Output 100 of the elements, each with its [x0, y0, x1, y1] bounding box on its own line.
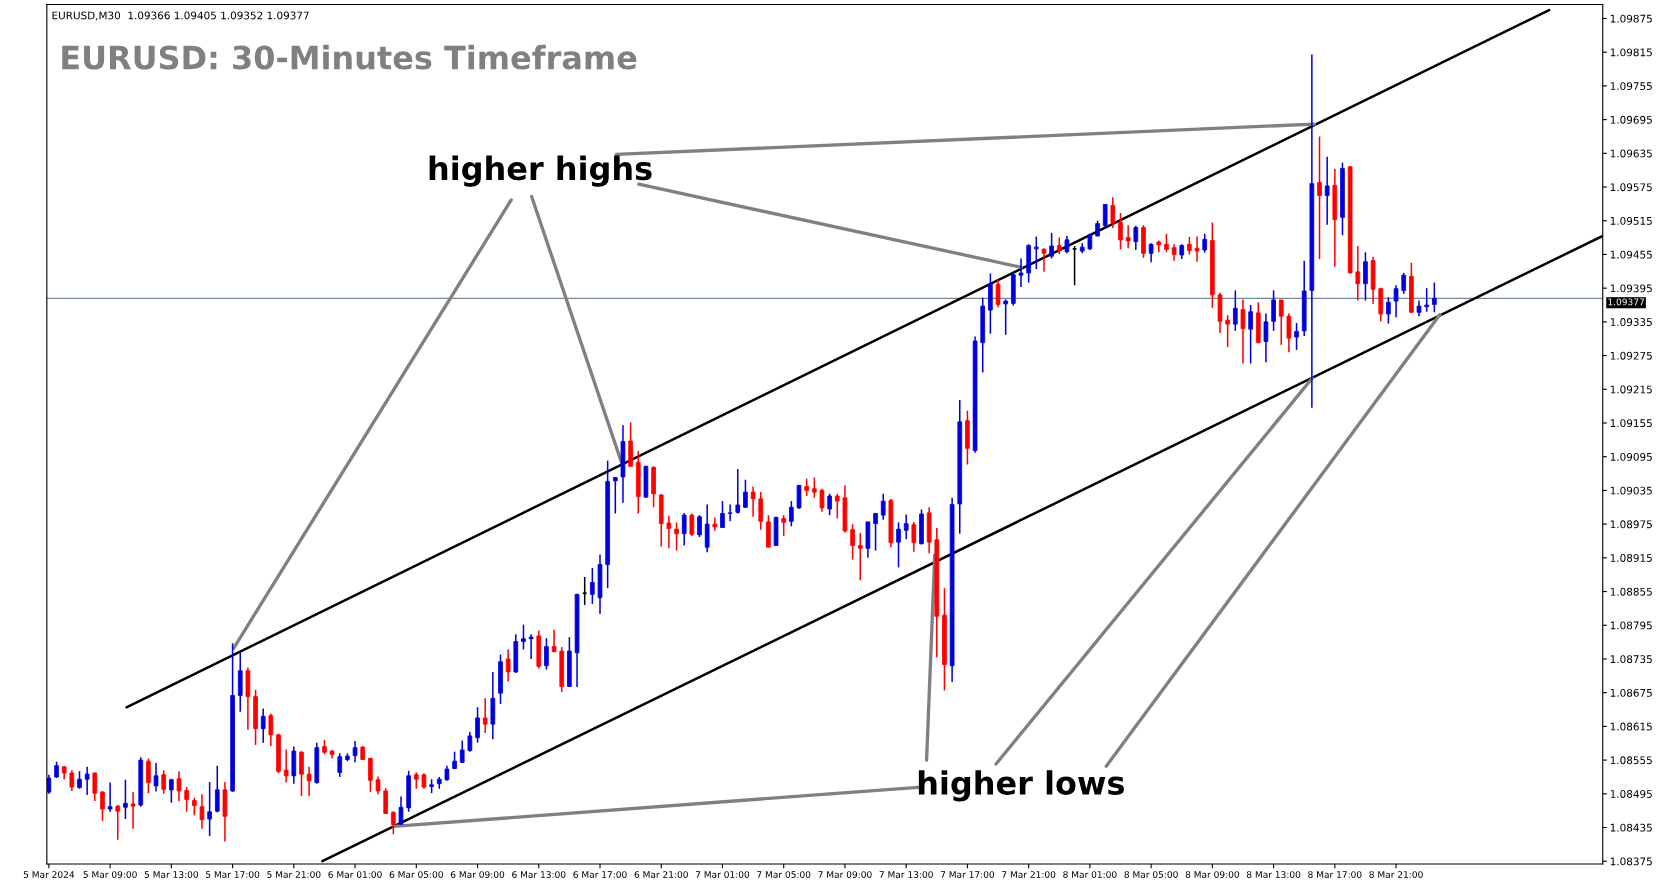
candlestick — [521, 623, 526, 651]
y-tick-label: 1.09635 — [1610, 149, 1652, 158]
candlestick — [161, 769, 167, 795]
candlestick — [1240, 298, 1246, 365]
candlestick — [398, 795, 404, 826]
y-tick-label: 1.09215 — [1610, 385, 1652, 394]
candlestick — [169, 777, 174, 804]
candlestick — [1424, 287, 1430, 313]
candlestick — [681, 512, 687, 547]
candlestick — [1194, 235, 1200, 263]
candlestick — [1355, 245, 1361, 302]
candlestick — [1294, 322, 1299, 351]
candlestick — [789, 500, 794, 528]
x-tick-label: 7 Mar 05:00 — [757, 871, 811, 878]
candlestick — [735, 468, 741, 515]
candlestick — [107, 781, 113, 813]
candlestick — [720, 500, 725, 529]
y-tick-label: 1.08975 — [1610, 520, 1652, 529]
x-tick-label: 6 Mar 01:00 — [328, 871, 382, 878]
candlestick — [391, 810, 396, 836]
candlestick — [727, 503, 733, 523]
candlestick — [995, 278, 1001, 309]
candlestick — [459, 739, 465, 764]
candlestick — [1148, 242, 1154, 264]
candlestick — [1164, 232, 1169, 253]
y-tick-label: 1.08435 — [1610, 823, 1652, 832]
candlestick — [1225, 314, 1230, 348]
y-tick-label: 1.09815 — [1610, 48, 1652, 57]
y-tick-label: 1.09155 — [1610, 419, 1652, 428]
candlestick — [1278, 299, 1284, 346]
x-tick-label: 8 Mar 13:00 — [1246, 871, 1301, 878]
candlestick — [544, 637, 549, 671]
candlestick — [1363, 251, 1368, 302]
candlestick — [260, 707, 266, 744]
candlestick — [743, 478, 748, 509]
x-tick-label: 8 Mar 05:00 — [1124, 871, 1178, 878]
candlestick — [819, 487, 825, 513]
candlestick — [1125, 224, 1131, 250]
candlestick — [850, 523, 855, 561]
candlestick — [352, 740, 358, 764]
candlestick — [368, 757, 373, 793]
x-tick-label: 8 Mar 21:00 — [1369, 871, 1423, 878]
candlestick — [1263, 312, 1269, 364]
candlestick — [1003, 298, 1009, 336]
y-tick-label: 1.08615 — [1610, 722, 1652, 731]
x-tick-label: 8 Mar 09:00 — [1185, 871, 1240, 878]
y-tick-label: 1.08495 — [1610, 790, 1652, 798]
candlestick — [1041, 247, 1047, 273]
candlestick — [1271, 289, 1276, 332]
y-tick-label: 1.09455 — [1610, 250, 1652, 259]
x-tick-label: 7 Mar 09:00 — [818, 871, 872, 878]
y-tick-label: 1.08675 — [1610, 688, 1652, 697]
candlestick — [1049, 232, 1054, 260]
candlestick — [1324, 155, 1330, 226]
candlestick — [1317, 135, 1322, 260]
annotation: higher lows — [918, 770, 1124, 802]
candlestick — [115, 804, 121, 841]
candlestick — [528, 633, 534, 660]
candlestick — [857, 532, 863, 582]
candlestick — [153, 762, 159, 793]
candlestick — [176, 770, 182, 802]
candlestick — [505, 648, 511, 683]
ref-line-label: 1.09377 — [1608, 298, 1644, 306]
candlestick — [100, 790, 105, 822]
candlestick — [1071, 245, 1078, 287]
candlestick — [283, 748, 289, 784]
candlestick — [1232, 289, 1238, 332]
x-tick-label: 6 Mar 09:00 — [450, 871, 505, 878]
candlestick — [704, 503, 710, 553]
candlestick — [796, 484, 802, 510]
candlestick — [697, 514, 702, 538]
candlestick — [337, 752, 343, 778]
candlestick — [1133, 225, 1139, 251]
x-tick-label: 6 Mar 17:00 — [573, 871, 627, 878]
candlestick — [1286, 312, 1292, 353]
x-tick-label: 7 Mar 01:00 — [695, 871, 750, 878]
y-tick-label: 1.08795 — [1610, 621, 1652, 630]
candlestick — [1432, 281, 1437, 314]
candlestick — [1202, 232, 1208, 254]
candlestick — [306, 766, 312, 797]
x-tick-label: 6 Mar 21:00 — [634, 871, 688, 878]
y-tick-label: 1.09875 — [1610, 14, 1652, 23]
candlestick — [92, 771, 98, 802]
x-tick-label: 5 Mar 13:00 — [144, 871, 199, 878]
x-tick-label: 8 Mar 17:00 — [1308, 871, 1362, 878]
x-tick-label: 7 Mar 17:00 — [940, 871, 995, 878]
y-tick-label: 1.09755 — [1610, 82, 1652, 91]
candlestick — [911, 521, 917, 553]
candlestick — [827, 493, 832, 516]
candlestick — [467, 731, 473, 753]
x-tick-label: 5 Mar 2024 — [23, 871, 75, 878]
y-tick-label: 1.08375 — [1610, 857, 1652, 866]
y-tick-label: 1.09275 — [1610, 351, 1652, 360]
candlestick — [482, 697, 488, 734]
candlestick — [1248, 304, 1253, 365]
candlestick — [873, 512, 878, 552]
candlestick — [46, 773, 52, 795]
y-tick-label: 1.09335 — [1610, 318, 1652, 326]
y-tick-label: 1.09095 — [1610, 452, 1652, 461]
x-tick-label: 8 Mar 01:00 — [1063, 871, 1117, 878]
